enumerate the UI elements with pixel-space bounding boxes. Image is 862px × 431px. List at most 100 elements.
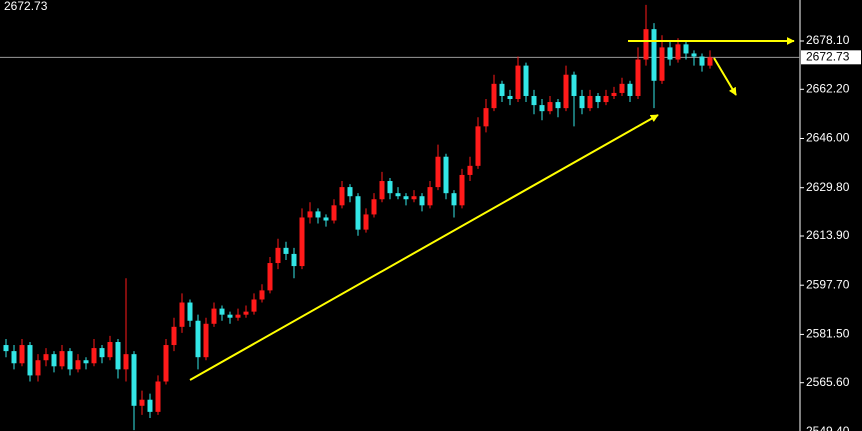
candle-body	[667, 47, 673, 60]
candle-body	[251, 299, 257, 312]
candle-body	[155, 381, 161, 412]
candle-body	[163, 345, 169, 382]
candle-body	[587, 95, 593, 109]
candle-body	[707, 57, 713, 66]
candle-body	[563, 74, 569, 109]
candle-body	[691, 53, 697, 57]
candle-body	[547, 102, 553, 112]
candle-body	[379, 181, 385, 200]
candle-body	[99, 348, 105, 358]
candle-body	[355, 196, 361, 230]
candle-body	[427, 187, 433, 206]
candle-body	[499, 83, 505, 96]
candle-body	[651, 29, 657, 81]
candle-body	[323, 217, 329, 221]
candle-body	[235, 314, 241, 318]
candle-body	[115, 342, 121, 370]
candle-body	[275, 247, 281, 264]
candle-body	[619, 83, 625, 93]
top-price: 2672.73	[4, 0, 48, 13]
candle-body	[195, 320, 201, 358]
candle-body	[643, 29, 649, 60]
candle-body	[19, 345, 25, 364]
candle-body	[187, 302, 193, 321]
candle-body	[171, 326, 177, 346]
candle-body	[387, 181, 393, 194]
trend-arrow	[189, 114, 659, 381]
y-tick-label: 2549.40	[806, 424, 850, 431]
candle-body	[291, 253, 297, 267]
candle-body	[451, 193, 457, 206]
candle-body	[75, 360, 81, 370]
candle-body	[107, 342, 113, 358]
candle-body	[51, 354, 57, 367]
candle-body	[267, 263, 273, 291]
candle-body	[259, 290, 265, 300]
candle-body	[27, 345, 33, 376]
candle-body	[507, 95, 513, 100]
candle-body	[283, 247, 289, 254]
candle-body	[443, 156, 449, 194]
candle-body	[347, 187, 353, 197]
y-tick-label: 2581.50	[806, 327, 850, 341]
candle-body	[307, 211, 313, 218]
y-tick-label: 2629.80	[806, 180, 850, 194]
candle-body	[419, 196, 425, 206]
candle-body	[523, 65, 529, 96]
candle-body	[83, 360, 89, 364]
candle-body	[675, 44, 681, 60]
y-tick-label: 2597.70	[806, 277, 850, 291]
y-tick-label: 2662.20	[806, 81, 850, 95]
current-price-box	[801, 50, 861, 65]
candle-body	[403, 196, 409, 200]
current-price-label: 2672.73	[806, 49, 850, 63]
candle-body	[611, 92, 617, 96]
y-tick-label: 2678.10	[806, 33, 850, 47]
y-tick-label: 2613.90	[806, 228, 850, 242]
candle-body	[339, 187, 345, 206]
candle-body	[131, 354, 137, 406]
candle-body	[627, 83, 633, 96]
candle-body	[11, 351, 17, 364]
candle-body	[659, 47, 665, 81]
candle-body	[467, 165, 473, 175]
candle-body	[603, 95, 609, 103]
candle-body	[331, 205, 337, 221]
candle-body	[363, 214, 369, 230]
candle-body	[179, 302, 185, 327]
down-arrow	[713, 57, 737, 96]
candle-body	[227, 314, 233, 318]
candle-body	[371, 199, 377, 215]
candle-body	[395, 193, 401, 197]
candle-body	[123, 354, 129, 370]
candle-body	[579, 95, 585, 109]
candle-body	[203, 323, 209, 358]
candle-body	[515, 65, 521, 100]
candle-body	[699, 56, 705, 66]
candle-body	[211, 308, 217, 324]
candle-body	[435, 156, 441, 188]
candle-body	[491, 83, 497, 109]
candle-body	[683, 44, 689, 54]
candle-body	[531, 95, 537, 106]
candle-body	[315, 211, 321, 218]
candle-body	[571, 74, 577, 96]
candle-body	[635, 59, 641, 96]
candle-body	[483, 108, 489, 127]
candle-body	[475, 126, 481, 166]
candle-body	[595, 95, 601, 103]
candle-body	[555, 102, 561, 109]
candle-body	[299, 217, 305, 267]
candle-body	[139, 399, 145, 406]
candle-body	[59, 351, 65, 367]
candle-body	[459, 174, 465, 206]
candle-body	[91, 348, 97, 364]
y-tick-label: 2646.00	[806, 131, 850, 145]
candle-body	[43, 354, 49, 361]
candle-body	[3, 345, 9, 352]
candle-body	[539, 105, 545, 112]
candle-body	[35, 360, 41, 376]
candle-body	[411, 196, 417, 200]
